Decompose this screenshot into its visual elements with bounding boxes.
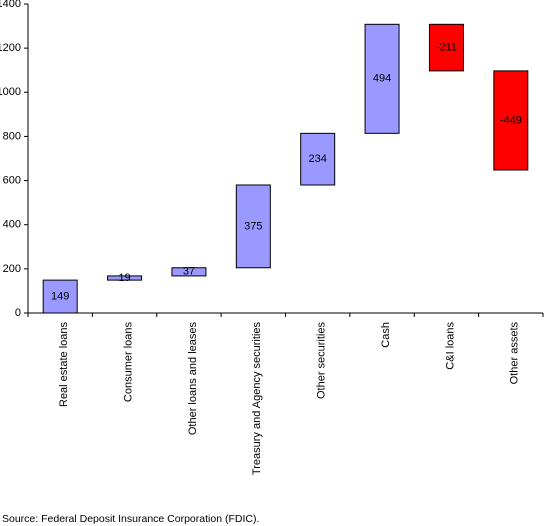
y-tick-label: 600 (3, 174, 21, 186)
bar (364, 23, 400, 134)
bar (107, 275, 143, 281)
bar (171, 267, 207, 277)
data-label: 234 (309, 153, 327, 165)
x-tick-label: Other assets (509, 322, 521, 385)
y-tick-label: 400 (3, 219, 21, 231)
y-tick-label: 1200 (0, 42, 21, 54)
bar (428, 23, 464, 72)
data-label: 19 (118, 272, 130, 284)
y-tick-label: 1400 (0, 0, 21, 10)
x-tick-label: Consumer loans (122, 322, 134, 403)
x-tick-label: Treasury and Agency securities (251, 322, 263, 476)
bar (300, 132, 336, 186)
x-tick-label: Other securities (316, 322, 328, 400)
y-tick-label: 1000 (0, 86, 21, 98)
data-label: 375 (244, 220, 262, 232)
bar (42, 279, 78, 314)
x-tick-label: C&I loans (444, 322, 456, 370)
x-tick-label: Other loans and leases (187, 322, 199, 436)
x-tick-label: Cash (380, 322, 392, 348)
y-tick-label: 800 (3, 130, 21, 142)
data-label: 494 (373, 73, 391, 85)
x-tick-label: Real estate loans (58, 322, 70, 407)
y-tick-label: 0 (15, 307, 21, 319)
data-label: 149 (51, 290, 69, 302)
y-tick-label: 200 (3, 263, 21, 275)
data-label: 37 (183, 266, 195, 278)
source-note: Source: Federal Deposit Insurance Corpor… (2, 513, 259, 525)
bar (493, 70, 529, 171)
data-label: -449 (500, 114, 522, 126)
bar (235, 184, 271, 269)
data-label: -211 (436, 41, 457, 53)
